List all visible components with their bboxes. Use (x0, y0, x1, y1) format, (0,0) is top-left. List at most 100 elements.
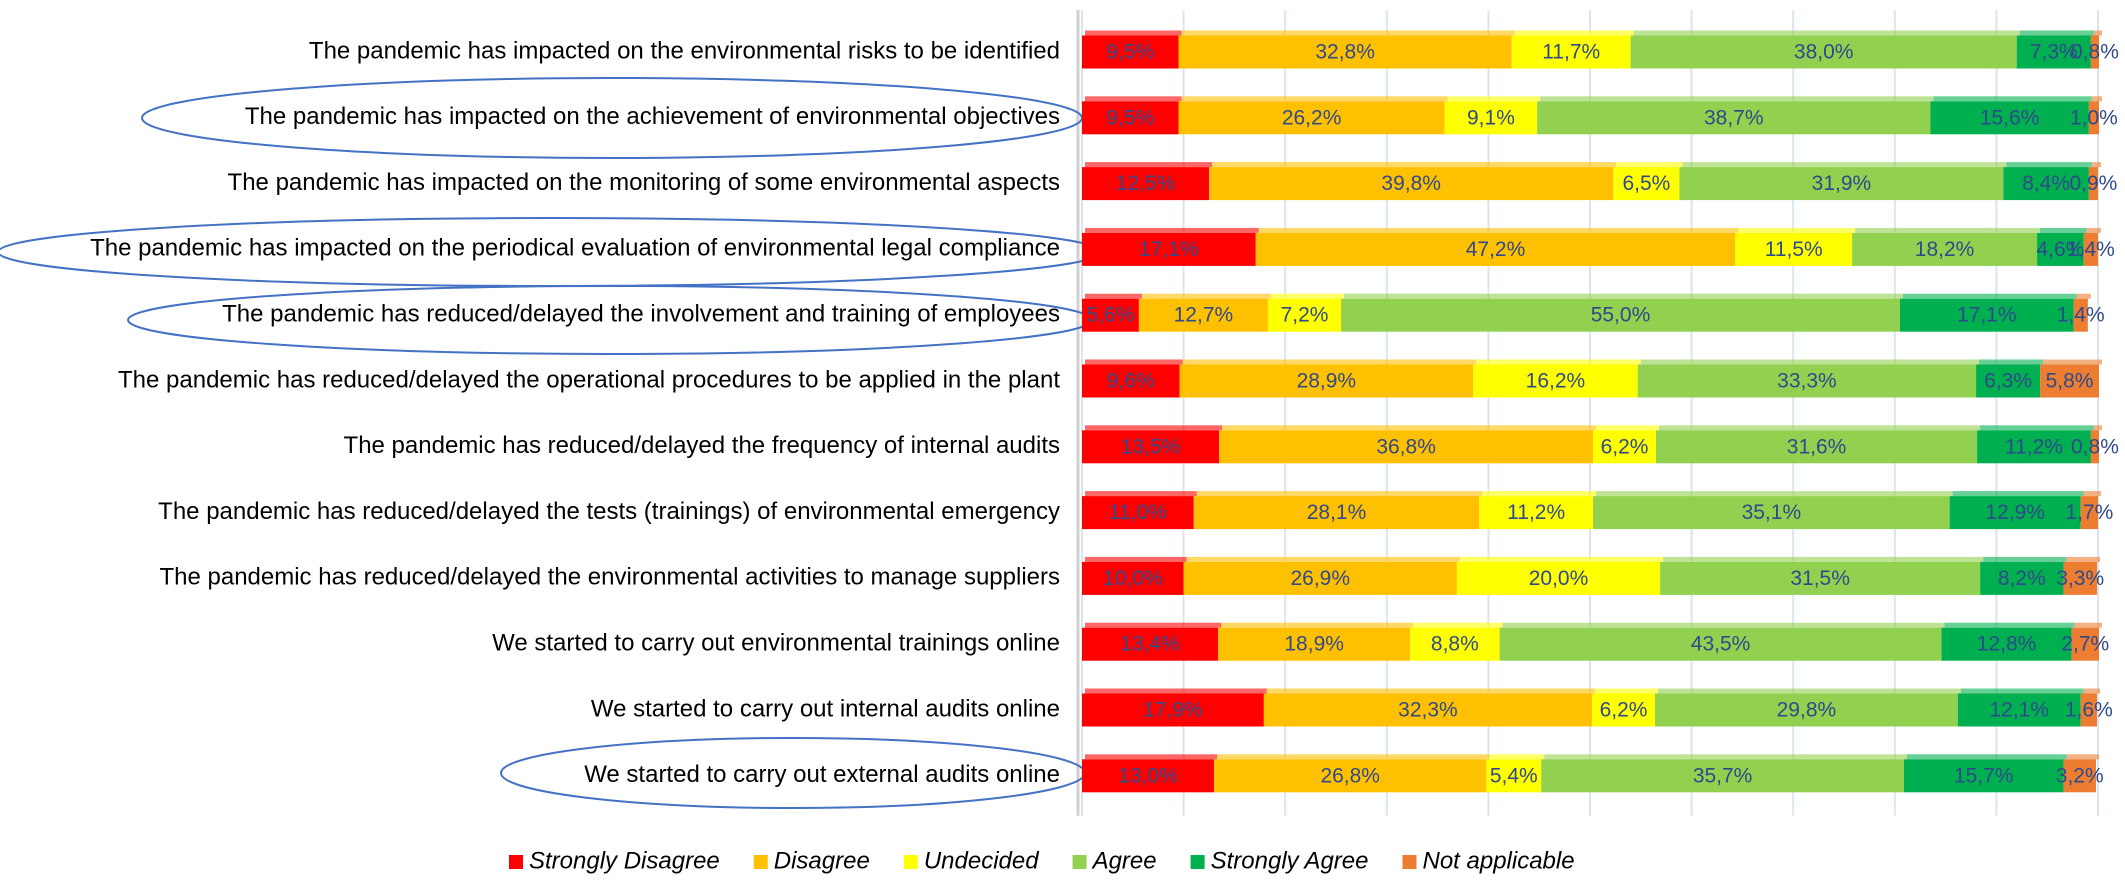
legend-swatch (903, 855, 918, 869)
bar-segment (1082, 298, 1139, 332)
value-label: 12,9% (1985, 501, 2045, 524)
bar-segment (1209, 167, 1614, 201)
category-label: We started to carry out environmental tr… (492, 630, 1060, 657)
bar-top-face (1633, 30, 2020, 36)
category-label: The pandemic has impacted on the environ… (309, 37, 1060, 64)
value-label: 11,2% (1507, 501, 1565, 524)
bar-segment (1941, 627, 2072, 661)
bar-segment (1263, 693, 1593, 727)
value-label: 5,8% (2046, 370, 2094, 393)
bar-top-face (1085, 556, 1187, 562)
bar-segment (1218, 627, 1411, 661)
bar-segment (1660, 561, 1981, 595)
bar-segment (1082, 364, 1180, 398)
bar-segment (2088, 167, 2098, 201)
value-label: 9,5% (1106, 41, 1154, 64)
bar-top-face (1085, 688, 1267, 694)
bar-segment (1219, 430, 1594, 464)
bar-segment (1949, 496, 2081, 530)
category-label: The pandemic has reduced/delayed the env… (159, 564, 1060, 591)
bar-segment (2090, 430, 2100, 464)
value-label: 4,6% (2036, 238, 2084, 261)
bar-top-face (1595, 688, 1659, 694)
value-label: 35,1% (1742, 501, 1802, 524)
bar-top-face (1085, 359, 1183, 365)
bar-segment (1655, 693, 1958, 727)
value-label: 31,5% (1790, 567, 1850, 590)
value-label: 6,2% (1600, 699, 1648, 722)
bar-top-face (1979, 359, 2044, 365)
category-label: We started to carry out external audits … (584, 761, 1060, 788)
bar-top-face (1540, 96, 1934, 102)
bar-top-face (1459, 556, 1664, 562)
value-label: 55,0% (1591, 304, 1651, 327)
category-label: The pandemic has impacted on the monitor… (228, 169, 1060, 196)
value-label: 39,8% (1381, 172, 1441, 195)
value-label: 28,9% (1297, 370, 1357, 393)
bar-top-face (1217, 754, 1490, 760)
bar-segment (2073, 298, 2088, 332)
bar-segment (1976, 364, 2041, 398)
bar-segment (1499, 627, 1942, 661)
value-label: 9,5% (1106, 106, 1154, 129)
value-label: 8,2% (1998, 567, 2046, 590)
bar-segment (1082, 693, 1264, 727)
bar-segment (1852, 232, 2038, 266)
bar-top-face (2066, 556, 2100, 562)
bar-segment (1267, 298, 1342, 332)
bar-top-face (1659, 425, 1981, 431)
value-label: 38,0% (1794, 41, 1854, 64)
bar-top-face (1258, 227, 1739, 233)
bar-top-face (1476, 359, 1641, 365)
bar-top-face (1085, 622, 1222, 628)
value-label: 29,8% (1777, 699, 1837, 722)
value-label: 33,3% (1777, 370, 1837, 393)
value-label: 1,7% (2065, 501, 2113, 524)
bar-segment (1613, 167, 1680, 201)
value-label: 11,5% (1765, 238, 1823, 261)
category-label: The pandemic has impacted on the periodi… (90, 235, 1060, 262)
bar-segment (1410, 627, 1500, 661)
value-label: 12,8% (1977, 633, 2037, 656)
bar-segment (2037, 232, 2084, 266)
value-label: 1,0% (2070, 106, 2118, 129)
bar-segment (1957, 693, 2081, 727)
value-label: 6,3% (1984, 370, 2032, 393)
value-label: 32,8% (1315, 41, 1375, 64)
legend-label: Undecided (924, 847, 1039, 874)
bar-segment (1592, 693, 1656, 727)
value-label: 9,1% (1467, 106, 1515, 129)
legend-label: Disagree (774, 847, 870, 874)
bar-segment (1593, 496, 1950, 530)
value-label: 31,9% (1812, 172, 1872, 195)
bar-top-face (1482, 491, 1597, 497)
bar-top-face (1514, 30, 1634, 36)
bar-top-face (1596, 491, 1953, 497)
value-label: 8,8% (1431, 633, 1479, 656)
legend-label: Not applicable (1422, 847, 1574, 874)
bar-top-face (1222, 425, 1597, 431)
bar-segment (1341, 298, 1900, 332)
bar-segment (1473, 364, 1638, 398)
bar-top-face (2074, 622, 2103, 628)
bar-segment (2090, 35, 2100, 69)
bar-segment (2063, 759, 2096, 793)
bar-segment (1082, 35, 1179, 69)
bar-top-face (2006, 162, 2092, 168)
value-label: 16,2% (1526, 370, 1586, 393)
bar-segment (1179, 364, 1474, 398)
bar-top-face (2019, 30, 2094, 36)
bar-segment (1444, 101, 1538, 135)
bar-segment (1977, 430, 2091, 464)
bar-top-face (1344, 293, 1903, 299)
value-label: 35,7% (1693, 764, 1753, 787)
value-label: 7,2% (1281, 304, 1329, 327)
bar-top-face (1738, 227, 1856, 233)
bar-top-face (2091, 96, 2103, 102)
bar-segment (2063, 561, 2097, 595)
bar-top-face (1141, 293, 1271, 299)
bar-segment (1082, 627, 1219, 661)
value-label: 2,7% (2061, 633, 2109, 656)
bar-segment (2040, 364, 2100, 398)
value-label: 26,8% (1320, 764, 1380, 787)
